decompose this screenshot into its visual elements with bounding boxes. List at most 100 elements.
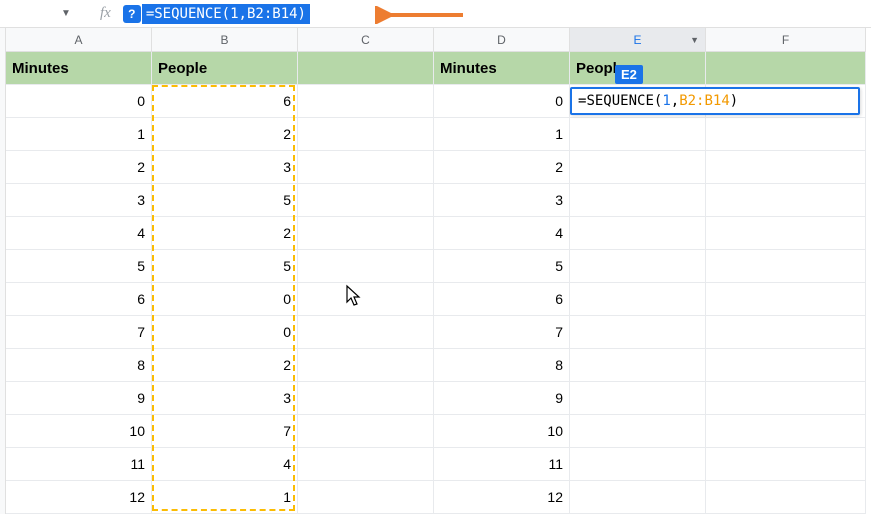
cell[interactable]: 4 bbox=[6, 217, 152, 250]
cell[interactable]: 4 bbox=[434, 217, 570, 250]
chevron-down-icon[interactable]: ▼ bbox=[690, 35, 699, 45]
cell[interactable]: 10 bbox=[6, 415, 152, 448]
cell[interactable]: 5 bbox=[152, 184, 298, 217]
cell[interactable]: 1 bbox=[152, 481, 298, 514]
cell[interactable]: Minutes bbox=[434, 52, 570, 85]
cell[interactable] bbox=[706, 415, 866, 448]
cell[interactable]: People bbox=[152, 52, 298, 85]
cell[interactable] bbox=[298, 217, 434, 250]
cell[interactable] bbox=[706, 481, 866, 514]
cell[interactable] bbox=[706, 184, 866, 217]
cell[interactable] bbox=[706, 151, 866, 184]
spreadsheet-grid[interactable]: A B C D E ▼ F Minutes People Minutes Peo… bbox=[0, 28, 871, 514]
column-header[interactable]: B bbox=[152, 28, 298, 52]
column-header[interactable]: F bbox=[706, 28, 866, 52]
cell[interactable] bbox=[570, 448, 706, 481]
cell[interactable] bbox=[570, 151, 706, 184]
cell[interactable] bbox=[706, 316, 866, 349]
cell[interactable]: 11 bbox=[6, 448, 152, 481]
cell[interactable] bbox=[298, 481, 434, 514]
cell[interactable] bbox=[706, 118, 866, 151]
table-row: 939 bbox=[0, 382, 871, 415]
name-box-dropdown-icon[interactable]: ▼ bbox=[60, 8, 72, 20]
cell[interactable] bbox=[570, 481, 706, 514]
cell[interactable]: 6 bbox=[434, 283, 570, 316]
cell[interactable] bbox=[706, 250, 866, 283]
cell[interactable] bbox=[706, 448, 866, 481]
column-header[interactable]: E ▼ bbox=[570, 28, 706, 52]
table-row: Minutes People Minutes People bbox=[0, 52, 871, 85]
cell[interactable]: 3 bbox=[6, 184, 152, 217]
cell[interactable]: 2 bbox=[6, 151, 152, 184]
cell[interactable] bbox=[570, 184, 706, 217]
cell[interactable]: 5 bbox=[152, 250, 298, 283]
cell[interactable] bbox=[570, 118, 706, 151]
cell[interactable]: 3 bbox=[152, 382, 298, 415]
cell[interactable] bbox=[570, 217, 706, 250]
cell[interactable]: 7 bbox=[152, 415, 298, 448]
cell[interactable] bbox=[570, 382, 706, 415]
formula-help-icon[interactable]: ? bbox=[123, 5, 141, 23]
column-header[interactable]: A bbox=[6, 28, 152, 52]
cell[interactable]: 6 bbox=[6, 283, 152, 316]
cell[interactable] bbox=[298, 349, 434, 382]
cell[interactable]: 2 bbox=[152, 118, 298, 151]
cell[interactable] bbox=[298, 118, 434, 151]
formula-bar-input[interactable]: =SEQUENCE(1,B2:B14) bbox=[142, 4, 310, 24]
cell[interactable]: 0 bbox=[152, 316, 298, 349]
cell[interactable]: Minutes bbox=[6, 52, 152, 85]
cell[interactable]: 10 bbox=[434, 415, 570, 448]
cell[interactable]: 2 bbox=[434, 151, 570, 184]
cell[interactable]: 0 bbox=[6, 85, 152, 118]
cell[interactable] bbox=[706, 382, 866, 415]
table-row: 424 bbox=[0, 217, 871, 250]
cell[interactable] bbox=[570, 349, 706, 382]
cell[interactable] bbox=[570, 250, 706, 283]
cell[interactable]: 9 bbox=[6, 382, 152, 415]
cell[interactable]: 5 bbox=[6, 250, 152, 283]
cell[interactable]: 1 bbox=[6, 118, 152, 151]
cell[interactable]: 8 bbox=[434, 349, 570, 382]
cell[interactable]: 1 bbox=[434, 118, 570, 151]
cell[interactable]: 9 bbox=[434, 382, 570, 415]
cell[interactable]: 0 bbox=[434, 85, 570, 118]
cell[interactable]: 11 bbox=[434, 448, 570, 481]
cell[interactable] bbox=[570, 415, 706, 448]
cell[interactable] bbox=[298, 52, 434, 85]
column-header[interactable]: C bbox=[298, 28, 434, 52]
cell[interactable] bbox=[298, 316, 434, 349]
cell[interactable]: 7 bbox=[434, 316, 570, 349]
cell[interactable] bbox=[298, 250, 434, 283]
cell[interactable] bbox=[298, 151, 434, 184]
cell[interactable]: 0 bbox=[152, 283, 298, 316]
table-row: 232 bbox=[0, 151, 871, 184]
cell[interactable] bbox=[298, 382, 434, 415]
cell[interactable] bbox=[570, 283, 706, 316]
cell-editor-input[interactable]: = SEQUENCE ( 1 , B2:B14 ) bbox=[570, 87, 860, 115]
cell[interactable]: 3 bbox=[434, 184, 570, 217]
cell[interactable] bbox=[706, 349, 866, 382]
cell[interactable]: 5 bbox=[434, 250, 570, 283]
column-header-label: E bbox=[633, 33, 641, 47]
cell[interactable] bbox=[298, 283, 434, 316]
cell[interactable]: 12 bbox=[6, 481, 152, 514]
cell[interactable]: 2 bbox=[152, 349, 298, 382]
cell[interactable] bbox=[706, 52, 866, 85]
cell[interactable]: 12 bbox=[434, 481, 570, 514]
cell[interactable] bbox=[298, 448, 434, 481]
table-row: 121 bbox=[0, 118, 871, 151]
cell[interactable] bbox=[570, 316, 706, 349]
cell[interactable] bbox=[706, 217, 866, 250]
cell[interactable]: 2 bbox=[152, 217, 298, 250]
cell[interactable] bbox=[298, 184, 434, 217]
column-header[interactable]: D bbox=[434, 28, 570, 52]
cell[interactable] bbox=[298, 85, 434, 118]
cell[interactable]: 3 bbox=[152, 151, 298, 184]
cell[interactable]: 7 bbox=[6, 316, 152, 349]
table-row: 606 bbox=[0, 283, 871, 316]
cell[interactable] bbox=[706, 283, 866, 316]
cell[interactable]: 8 bbox=[6, 349, 152, 382]
cell[interactable]: 6 bbox=[152, 85, 298, 118]
cell[interactable] bbox=[298, 415, 434, 448]
cell[interactable]: 4 bbox=[152, 448, 298, 481]
